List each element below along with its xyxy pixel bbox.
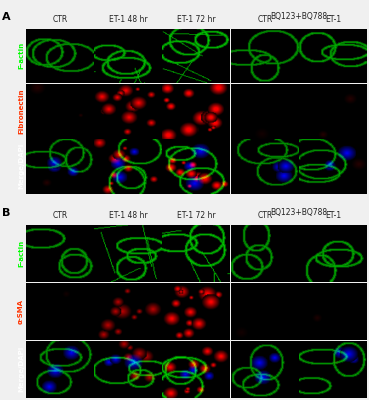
Text: BQ123+BQ788: BQ123+BQ788 <box>270 208 327 217</box>
Text: ET-1 48 hr: ET-1 48 hr <box>109 211 148 220</box>
Text: F-actin: F-actin <box>18 42 24 69</box>
Text: Merge/DAPI: Merge/DAPI <box>18 346 24 392</box>
Text: ET-1 48 hr: ET-1 48 hr <box>109 15 148 24</box>
Text: α-SMA: α-SMA <box>18 298 24 324</box>
Text: CTR: CTR <box>52 211 68 220</box>
Text: B: B <box>2 208 10 218</box>
Text: Merge/DAPI: Merge/DAPI <box>18 143 24 190</box>
Text: CTR: CTR <box>257 211 272 220</box>
Text: ET-1 72 hr: ET-1 72 hr <box>177 211 216 220</box>
Text: ET-1: ET-1 <box>325 211 341 220</box>
Text: BQ123+BQ788: BQ123+BQ788 <box>270 12 327 21</box>
Text: ET-1: ET-1 <box>325 15 341 24</box>
Text: ET-1 72 hr: ET-1 72 hr <box>177 15 216 24</box>
Text: Fibronectin: Fibronectin <box>18 88 24 134</box>
Text: A: A <box>2 12 10 22</box>
Text: CTR: CTR <box>257 15 272 24</box>
Text: CTR: CTR <box>52 15 68 24</box>
Text: F-actin: F-actin <box>18 240 24 266</box>
